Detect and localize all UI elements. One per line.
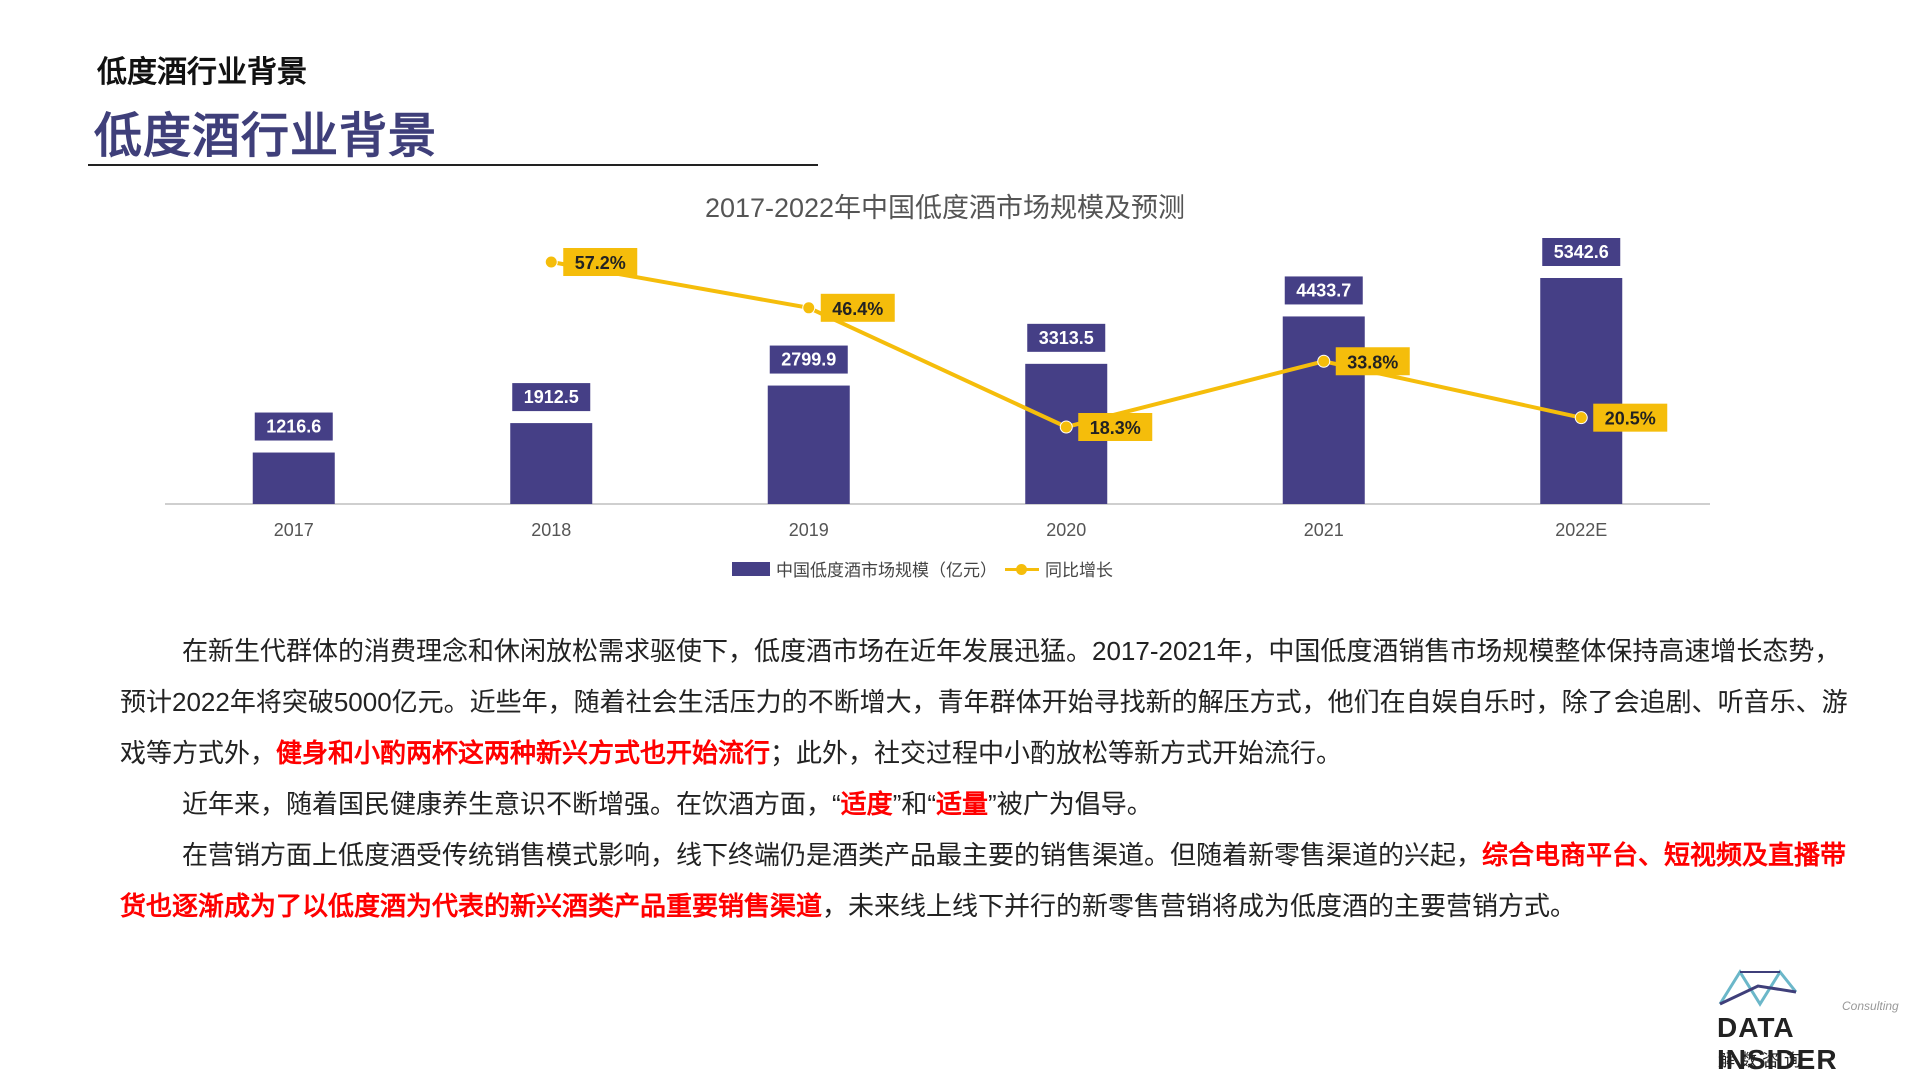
bar-label-bg: [1542, 238, 1621, 266]
p3-text-a: 在营销方面上低度酒受传统销售模式影响，线下终端仍是酒类产品最主要的销售渠道。但随…: [182, 840, 1483, 870]
bar-label-bg: [512, 383, 591, 412]
growth-point: [1574, 411, 1588, 425]
growth-data-label: 20.5%: [1605, 409, 1656, 429]
bar-data-label: 2799.9: [781, 350, 836, 370]
x-tick-label: 2022E: [1555, 520, 1607, 540]
combo-chart: 1216.6 2017 1912.5 2018 2799.9 2019 3313.5 2020…: [165, 238, 1710, 540]
bar-label-bg: [769, 345, 848, 374]
bar-data-label: 3313.5: [1039, 328, 1094, 348]
p2-highlight-2: 适量: [936, 789, 989, 819]
bar-data-label: 5342.6: [1554, 242, 1609, 262]
page-title: 低度酒行业背景: [94, 110, 438, 163]
p3-text-b: ，未来线上线下并行的新零售营销将成为低度酒的主要营销方式。: [822, 891, 1577, 921]
section-label: 低度酒行业背景: [97, 56, 307, 89]
data-insider-logo-icon: [1718, 969, 1798, 1007]
p1-text-b: ；此外，社交过程中小酌放松等新方式开始流行。: [770, 738, 1343, 768]
growth-data-label: 46.4%: [832, 299, 883, 319]
logo-name: DATA INSIDER: [1717, 1012, 1838, 1075]
chart-legend: 中国低度酒市场规模（亿元） 同比增长: [732, 556, 1113, 581]
p1-highlight: 健身和小酌两杯这两种新兴方式也开始流行: [276, 738, 771, 768]
chart-title: 2017-2022年中国低度酒市场规模及预测: [704, 193, 1186, 223]
legend-bar-swatch: [732, 561, 770, 576]
legend-line-swatch: [1005, 562, 1039, 576]
paragraph-2: 近年来，随着国民健康养生意识不断增强。在饮酒方面，“适度”和“适量”被广为倡导。: [120, 779, 1865, 830]
growth-label-bg: [563, 248, 638, 276]
bar-label-bg: [254, 412, 333, 441]
p1-text-a: 在新生代群体的消费理念和休闲放松需求驱使下，低度酒市场在近年发展迅猛。2017-…: [120, 636, 1848, 768]
bar-data-label: 1216.6: [266, 417, 321, 437]
paragraph-1: 在新生代群体的消费理念和休闲放松需求驱使下，低度酒市场在近年发展迅猛。2017-…: [120, 626, 1865, 779]
growth-point: [1059, 420, 1073, 434]
growth-label-bg: [1335, 347, 1410, 376]
growth-data-label: 57.2%: [575, 253, 626, 273]
bar-data-label: 1912.5: [524, 387, 579, 407]
p3-highlight: 综合电商平台、短视频及直播带货也逐渐成为了以低度酒为代表的新兴酒类产品重要销售渠…: [120, 840, 1847, 921]
bar: [767, 385, 850, 504]
p2-text-b: ”和“: [892, 789, 937, 819]
growth-point: [1317, 354, 1331, 368]
bar: [510, 423, 593, 504]
bar-data-label: 4433.7: [1296, 280, 1351, 300]
body-text: 在新生代群体的消费理念和休闲放松需求驱使下，低度酒市场在近年发展迅猛。2017-…: [120, 626, 1865, 932]
p2-text-a: 近年来，随着国民健康养生意识不断增强。在饮酒方面，“: [182, 789, 841, 819]
legend-line-label: 同比增长: [1045, 561, 1113, 580]
bar: [252, 452, 335, 504]
growth-point: [544, 255, 558, 269]
bar-label-bg: [1027, 323, 1106, 352]
title-divider: [88, 164, 818, 166]
x-tick-label: 2019: [789, 520, 829, 540]
growth-label-bg: [820, 293, 895, 322]
growth-data-label: 18.3%: [1090, 418, 1141, 438]
x-tick-label: 2018: [531, 520, 571, 540]
bar-label-bg: [1284, 276, 1363, 305]
bar: [1282, 316, 1365, 504]
growth-point: [802, 301, 816, 315]
x-tick-label: 2020: [1046, 520, 1086, 540]
growth-label-bg: [1593, 403, 1668, 432]
p2-highlight-1: 适度: [840, 789, 893, 819]
growth-data-label: 33.8%: [1347, 352, 1398, 372]
x-tick-label: 2021: [1304, 520, 1344, 540]
bar: [1540, 278, 1623, 504]
x-tick-label: 2017: [274, 520, 314, 540]
p2-text-c: ”被广为倡导。: [988, 789, 1153, 819]
growth-label-bg: [1078, 413, 1153, 441]
legend-bar-label: 中国低度酒市场规模（亿元）: [776, 561, 997, 580]
logo-chinese-name: 解数咨询: [1718, 1051, 1806, 1070]
logo-consulting-text: Consulting: [1842, 999, 1899, 1013]
paragraph-3: 在营销方面上低度酒受传统销售模式影响，线下终端仍是酒类产品最主要的销售渠道。但随…: [120, 830, 1865, 932]
